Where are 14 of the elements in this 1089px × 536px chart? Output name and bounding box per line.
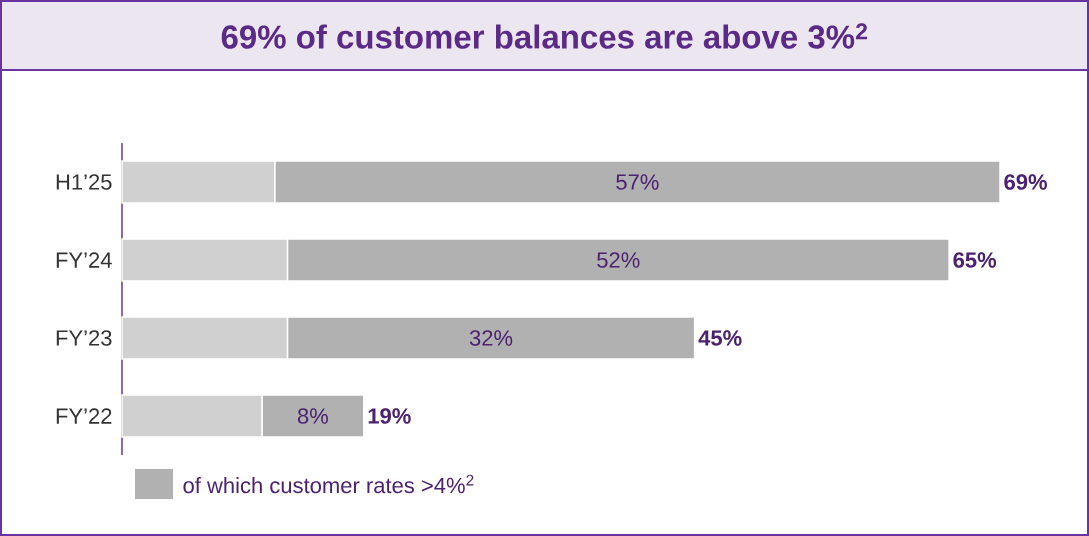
data-label: 32% bbox=[469, 330, 513, 346]
chart-title: 69% of customer balances are above 3%$^{2}$ bbox=[221, 23, 868, 49]
data-label: 52% bbox=[597, 252, 640, 268]
total-label: 45% bbox=[698, 330, 742, 346]
data-label: 57% bbox=[616, 174, 659, 190]
y-tick-label: FY’22 bbox=[56, 408, 112, 424]
y-tick-label: H1’25 bbox=[56, 174, 112, 190]
y-tick-label: FY’23 bbox=[56, 330, 112, 346]
y-tick-label: FY’24 bbox=[56, 252, 112, 268]
data-label: 8% bbox=[297, 408, 328, 424]
total-label: 19% bbox=[368, 408, 411, 424]
legend-label: of which customer rates >4%$^{2}$ bbox=[183, 474, 474, 494]
total-label: 69% bbox=[1004, 174, 1047, 190]
total-label: 65% bbox=[953, 252, 997, 268]
